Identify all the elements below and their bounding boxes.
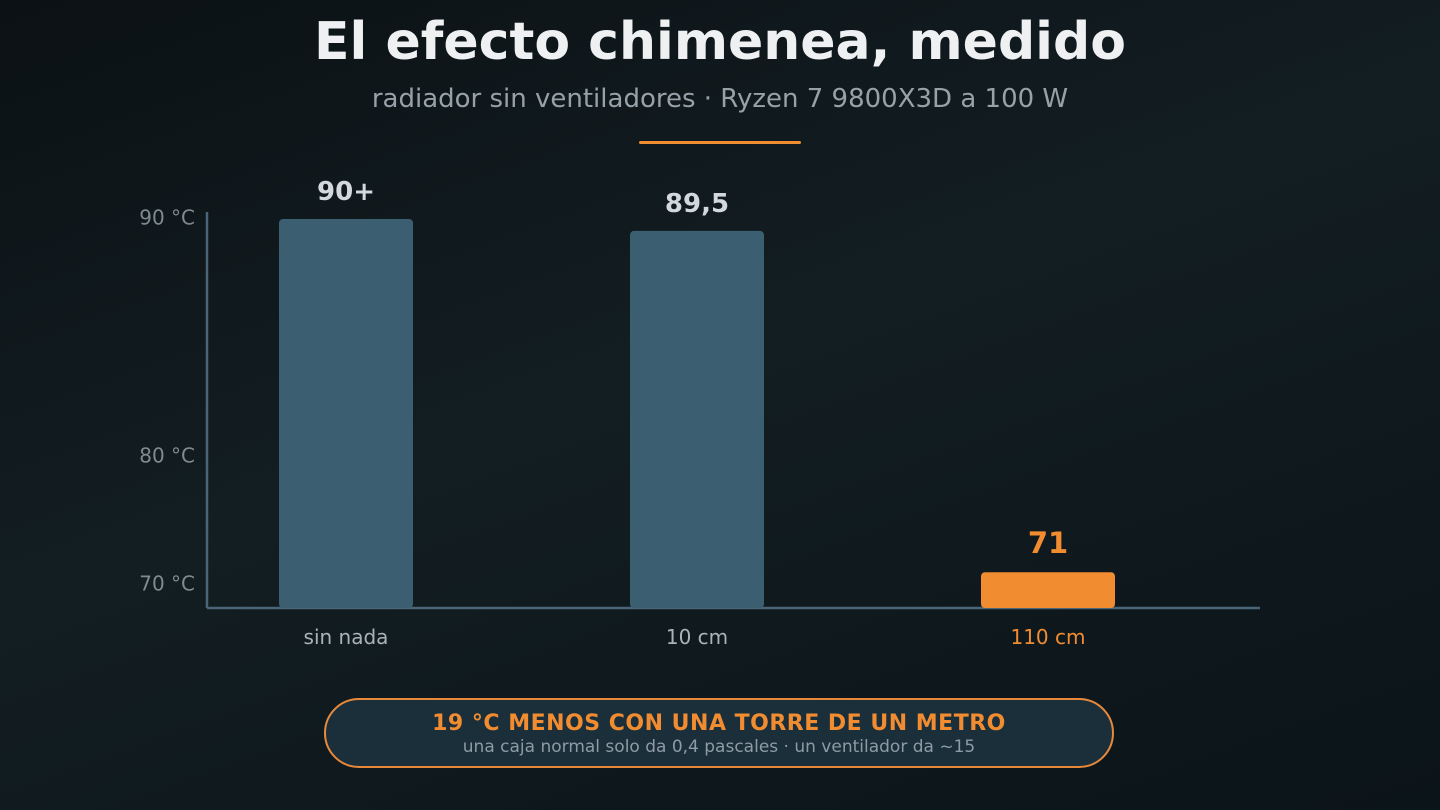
x-category-label: 10 cm	[666, 625, 728, 649]
bar-value-label: 71	[1028, 526, 1068, 560]
y-tick-label: 90 °C	[139, 206, 195, 230]
y-tick-label: 80 °C	[139, 444, 195, 468]
bar-3	[981, 572, 1115, 608]
title-accent-rule	[639, 141, 801, 144]
bar-2	[630, 230, 764, 608]
x-category-label: sin nada	[304, 625, 389, 649]
chart-title: El efecto chimenea, medido	[314, 12, 1126, 72]
bar-value-label: 89,5	[665, 189, 729, 219]
chart-subtitle: radiador sin ventiladores · Ryzen 7 9800…	[371, 84, 1069, 114]
callout-headline: 19 °C MENOS CON UNA TORRE DE UN METRO	[432, 711, 1006, 736]
bar-value-label: 90+	[317, 177, 375, 207]
y-tick-label: 70 °C	[139, 572, 195, 596]
summary-callout: 19 °C MENOS CON UNA TORRE DE UN METRO un…	[324, 698, 1114, 768]
bar-1	[279, 219, 413, 608]
x-category-label: 110 cm	[1010, 625, 1085, 649]
callout-note: una caja normal solo da 0,4 pascales · u…	[462, 737, 976, 757]
